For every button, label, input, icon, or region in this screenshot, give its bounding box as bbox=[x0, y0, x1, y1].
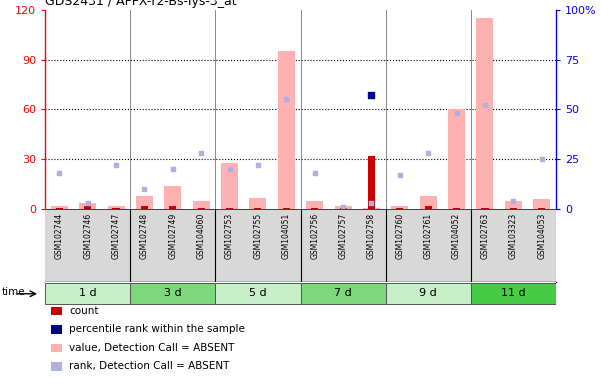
Bar bbox=[510, 208, 517, 209]
Text: count: count bbox=[69, 306, 99, 316]
Text: GDS2431 / AFFX-r2-Bs-lys-3_at: GDS2431 / AFFX-r2-Bs-lys-3_at bbox=[45, 0, 237, 8]
Point bbox=[338, 204, 348, 210]
Bar bbox=[481, 208, 489, 209]
Bar bbox=[221, 163, 238, 209]
Bar bbox=[108, 206, 124, 209]
Text: GSM102761: GSM102761 bbox=[424, 213, 433, 259]
Bar bbox=[340, 208, 347, 209]
Text: 1 d: 1 d bbox=[79, 288, 96, 298]
Bar bbox=[130, 283, 215, 304]
Text: GSM102757: GSM102757 bbox=[338, 213, 347, 259]
Text: GSM102748: GSM102748 bbox=[140, 213, 149, 259]
Text: 11 d: 11 d bbox=[501, 288, 526, 298]
Text: 5 d: 5 d bbox=[249, 288, 267, 298]
Text: rank, Detection Call = ABSENT: rank, Detection Call = ABSENT bbox=[69, 361, 230, 371]
Point bbox=[111, 162, 121, 169]
Bar bbox=[254, 208, 261, 209]
Point bbox=[367, 93, 376, 99]
Bar bbox=[396, 208, 403, 209]
Bar bbox=[198, 208, 205, 209]
Point bbox=[253, 162, 263, 169]
Text: 3 d: 3 d bbox=[164, 288, 182, 298]
Bar bbox=[471, 283, 556, 304]
Point bbox=[424, 150, 433, 156]
Point bbox=[367, 200, 376, 206]
Bar bbox=[477, 18, 493, 209]
Bar bbox=[282, 208, 290, 209]
Bar bbox=[130, 209, 215, 282]
Text: GSM102753: GSM102753 bbox=[225, 213, 234, 259]
Text: time: time bbox=[1, 287, 25, 297]
Text: 7 d: 7 d bbox=[334, 288, 352, 298]
Text: percentile rank within the sample: percentile rank within the sample bbox=[69, 324, 245, 334]
Bar bbox=[84, 206, 91, 209]
Text: GSM104060: GSM104060 bbox=[197, 213, 206, 259]
Bar bbox=[112, 208, 120, 209]
Bar bbox=[300, 209, 386, 282]
Bar bbox=[215, 283, 300, 304]
Bar bbox=[249, 198, 266, 209]
Bar bbox=[386, 283, 471, 304]
Text: GSM102760: GSM102760 bbox=[395, 213, 404, 259]
Bar bbox=[453, 208, 460, 209]
Point bbox=[452, 110, 462, 116]
Point bbox=[168, 166, 178, 172]
Text: GSM102756: GSM102756 bbox=[310, 213, 319, 259]
Bar bbox=[226, 208, 233, 209]
Point bbox=[139, 186, 149, 192]
Text: GSM104053: GSM104053 bbox=[537, 213, 546, 259]
Bar bbox=[538, 208, 545, 209]
Point bbox=[197, 150, 206, 156]
Bar bbox=[363, 208, 380, 209]
Bar bbox=[50, 206, 68, 209]
Text: GSM102746: GSM102746 bbox=[83, 213, 92, 259]
Bar bbox=[169, 206, 176, 209]
Bar bbox=[419, 196, 437, 209]
Text: GSM104052: GSM104052 bbox=[452, 213, 461, 259]
Point bbox=[310, 170, 320, 176]
Bar bbox=[306, 201, 323, 209]
Bar bbox=[45, 209, 130, 282]
Text: GSM102749: GSM102749 bbox=[168, 213, 177, 259]
Bar bbox=[193, 201, 210, 209]
Text: GSM102747: GSM102747 bbox=[112, 213, 121, 259]
Bar bbox=[56, 208, 63, 209]
Point bbox=[395, 172, 404, 179]
Point bbox=[480, 103, 490, 109]
Point bbox=[83, 200, 93, 206]
Bar bbox=[533, 199, 551, 209]
Bar bbox=[386, 209, 471, 282]
Text: GSM102758: GSM102758 bbox=[367, 213, 376, 259]
Bar bbox=[164, 186, 182, 209]
Bar bbox=[215, 209, 300, 282]
Text: GSM102763: GSM102763 bbox=[480, 213, 489, 259]
Bar bbox=[368, 156, 375, 209]
Text: GSM102755: GSM102755 bbox=[254, 213, 263, 259]
Point bbox=[537, 156, 546, 162]
Bar bbox=[300, 283, 386, 304]
Bar bbox=[136, 196, 153, 209]
Point bbox=[225, 166, 234, 172]
Bar bbox=[311, 208, 319, 209]
Bar bbox=[335, 206, 352, 209]
Text: 9 d: 9 d bbox=[419, 288, 437, 298]
Point bbox=[508, 198, 518, 204]
Text: value, Detection Call = ABSENT: value, Detection Call = ABSENT bbox=[69, 343, 234, 353]
Bar bbox=[278, 51, 295, 209]
Bar bbox=[505, 201, 522, 209]
Text: GSM102744: GSM102744 bbox=[55, 213, 64, 259]
Point bbox=[281, 96, 291, 103]
Bar bbox=[79, 203, 96, 209]
Bar bbox=[141, 206, 148, 209]
Bar bbox=[45, 283, 130, 304]
Bar bbox=[448, 109, 465, 209]
Text: GSM103323: GSM103323 bbox=[509, 213, 518, 259]
Bar bbox=[391, 206, 408, 209]
Point bbox=[55, 170, 64, 176]
Bar bbox=[471, 209, 556, 282]
Text: GSM104051: GSM104051 bbox=[282, 213, 291, 259]
Bar bbox=[425, 206, 432, 209]
